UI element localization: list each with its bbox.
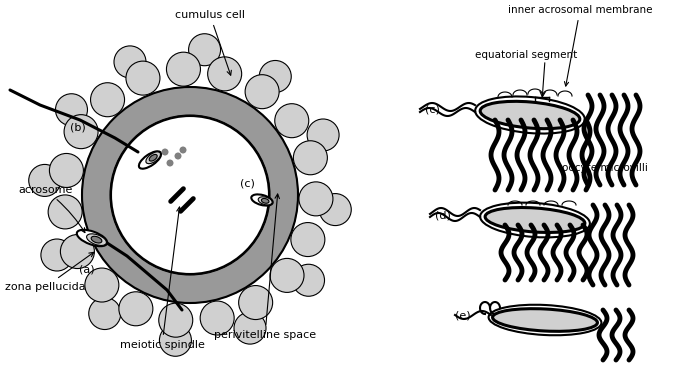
Circle shape: [292, 264, 324, 296]
Text: inner acrosomal membrane: inner acrosomal membrane: [507, 5, 652, 86]
Circle shape: [41, 239, 73, 271]
Ellipse shape: [493, 309, 598, 331]
Circle shape: [180, 147, 187, 153]
Circle shape: [64, 115, 98, 149]
Circle shape: [234, 312, 266, 344]
Circle shape: [111, 116, 269, 274]
Circle shape: [299, 182, 333, 216]
Circle shape: [50, 153, 83, 188]
Ellipse shape: [480, 102, 580, 129]
Text: equatorial segment: equatorial segment: [475, 50, 577, 60]
Circle shape: [89, 297, 121, 329]
Circle shape: [294, 141, 327, 175]
Circle shape: [238, 285, 273, 320]
Ellipse shape: [485, 208, 585, 232]
Text: (a): (a): [79, 265, 95, 275]
Text: (b): (b): [70, 123, 86, 133]
Circle shape: [48, 195, 82, 229]
Ellipse shape: [258, 197, 272, 205]
Text: acrosome: acrosome: [18, 185, 85, 233]
Circle shape: [55, 94, 87, 126]
Circle shape: [259, 61, 291, 92]
Circle shape: [208, 57, 242, 91]
Ellipse shape: [261, 199, 269, 203]
Circle shape: [60, 235, 94, 268]
Circle shape: [245, 75, 279, 109]
Ellipse shape: [87, 234, 106, 246]
Text: perivitelline space: perivitelline space: [214, 194, 316, 340]
Circle shape: [166, 159, 173, 167]
Circle shape: [161, 149, 168, 156]
Ellipse shape: [77, 230, 107, 246]
Circle shape: [291, 223, 325, 256]
Circle shape: [85, 268, 119, 302]
Ellipse shape: [91, 236, 102, 243]
Circle shape: [270, 258, 304, 293]
Text: (c): (c): [425, 105, 440, 115]
Circle shape: [126, 61, 160, 95]
Ellipse shape: [146, 152, 161, 164]
Circle shape: [29, 164, 61, 196]
Circle shape: [166, 52, 201, 86]
Circle shape: [189, 34, 221, 66]
Ellipse shape: [149, 155, 157, 161]
Text: (e): (e): [455, 310, 470, 320]
Circle shape: [91, 83, 124, 117]
Circle shape: [119, 292, 153, 326]
Text: oocyte microvilli: oocyte microvilli: [562, 163, 648, 173]
Circle shape: [307, 119, 339, 151]
Circle shape: [319, 194, 352, 226]
Text: (d): (d): [435, 210, 451, 220]
Text: cumulus cell: cumulus cell: [175, 10, 245, 75]
Ellipse shape: [139, 151, 161, 169]
Circle shape: [175, 153, 182, 159]
Circle shape: [114, 46, 146, 78]
Text: zona pellucida: zona pellucida: [5, 252, 94, 292]
Text: (c): (c): [240, 178, 254, 188]
Text: meiotic spindle: meiotic spindle: [120, 207, 204, 350]
Ellipse shape: [252, 194, 273, 206]
Circle shape: [159, 324, 192, 356]
Circle shape: [275, 104, 309, 138]
Circle shape: [159, 303, 193, 337]
Circle shape: [200, 301, 234, 335]
